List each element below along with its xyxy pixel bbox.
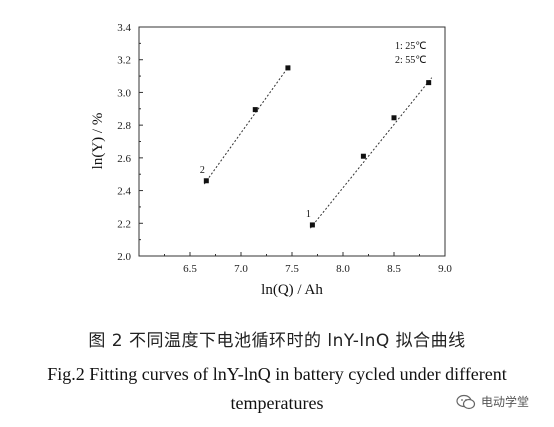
- legend: 1: 25℃ 2: 55℃: [395, 41, 427, 66]
- series-label-1: 1: [306, 209, 311, 220]
- y-tick-label: 2.2: [117, 218, 131, 230]
- x-tick-label: 9.0: [438, 263, 452, 275]
- x-tick-label: 8.5: [387, 263, 401, 275]
- fit-line-series-2: [203, 64, 291, 185]
- data-point-series-1: [360, 153, 366, 159]
- data-point-series-1: [391, 115, 397, 121]
- y-tick-label: 3.0: [117, 87, 131, 99]
- legend-entry-2: 2: 55℃: [395, 55, 427, 66]
- series-label-2: 2: [200, 165, 205, 176]
- data-points: [203, 65, 432, 228]
- figure-caption-english: Fig.2 Fitting curves of lnY-lnQ in batte…: [47, 364, 507, 384]
- x-axis-title: ln(Q) / Ah: [261, 282, 323, 298]
- chart: 6.5 7.0 7.5 8.0 8.5 9.0 2.0 2.2 2.4 2.6 2.8 3.0 3.2…: [90, 22, 452, 298]
- data-point-series-2: [285, 65, 291, 71]
- series-labels: 12: [200, 165, 311, 220]
- x-tick-label: 6.5: [183, 263, 197, 275]
- fit-lines: [203, 64, 433, 229]
- x-axis-ticks: 6.5 7.0 7.5 8.0 8.5 9.0: [164, 252, 452, 275]
- wechat-icon: [456, 394, 476, 409]
- x-tick-label: 7.0: [234, 263, 248, 275]
- figure-caption-english-continued: temperatures: [230, 393, 324, 413]
- data-point-series-2: [203, 178, 209, 184]
- data-point-series-1: [426, 80, 432, 86]
- y-tick-label: 3.4: [117, 22, 131, 34]
- fit-line-series-1: [309, 77, 433, 229]
- y-tick-label: 2.4: [117, 186, 131, 198]
- data-point-series-2: [252, 107, 258, 113]
- x-tick-label: 7.5: [285, 263, 299, 275]
- y-axis-ticks: 2.0 2.2 2.4 2.6 2.8 3.0 3.2 3.4: [117, 22, 143, 263]
- y-tick-label: 3.2: [117, 55, 131, 67]
- watermark: 电动学堂: [456, 393, 529, 410]
- figure-caption-chinese: 图 2 不同温度下电池循环时的 lnY-lnQ 拟合曲线: [88, 331, 466, 351]
- legend-entry-1: 1: 25℃: [395, 41, 427, 52]
- data-point-series-1: [309, 222, 315, 228]
- y-axis-title: ln(Y) / %: [90, 113, 106, 170]
- x-tick-label: 8.0: [336, 263, 350, 275]
- watermark-text: 电动学堂: [481, 395, 530, 409]
- y-tick-label: 2.0: [117, 251, 131, 263]
- y-tick-label: 2.8: [117, 120, 131, 132]
- y-tick-label: 2.6: [117, 153, 131, 165]
